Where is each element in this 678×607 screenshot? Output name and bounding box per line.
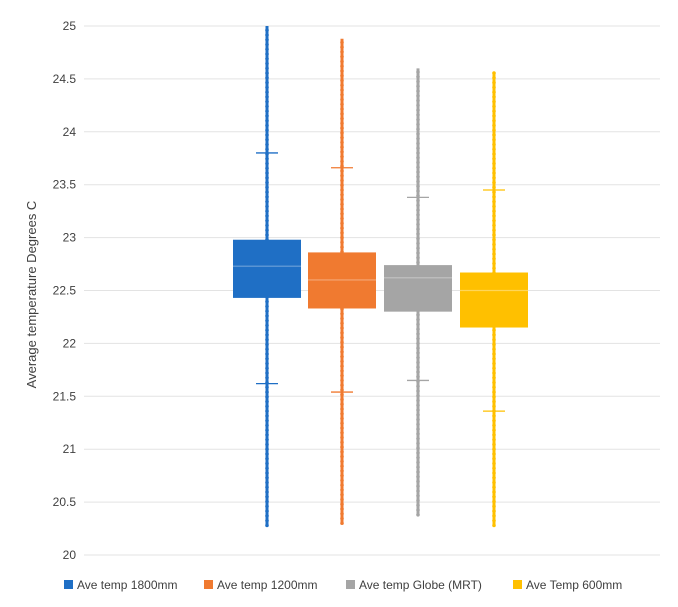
legend-label: Ave temp 1800mm bbox=[77, 578, 178, 592]
y-tick-label: 21.5 bbox=[53, 389, 77, 403]
y-tick-label: 21 bbox=[63, 442, 77, 456]
box-iqr bbox=[384, 265, 452, 312]
legend-swatch bbox=[346, 580, 355, 589]
y-tick-label: 24 bbox=[63, 125, 77, 139]
legend-item-3: Ave temp Globe (MRT) bbox=[346, 578, 482, 592]
legend-swatch bbox=[204, 580, 213, 589]
y-tick-label: 24.5 bbox=[53, 72, 77, 86]
y-tick-label: 20.5 bbox=[53, 495, 77, 509]
box-series bbox=[233, 26, 528, 528]
legend-swatch bbox=[513, 580, 522, 589]
legend-item-2: Ave temp 1200mm bbox=[204, 578, 318, 592]
legend-label: Ave Temp 600mm bbox=[526, 578, 622, 592]
legend-item-1: Ave temp 1800mm bbox=[64, 578, 178, 592]
y-tick-label: 22 bbox=[63, 336, 77, 350]
y-axis-label: Average temperature Degrees C bbox=[24, 201, 39, 389]
box-series-3 bbox=[384, 68, 452, 517]
box-iqr bbox=[460, 272, 528, 328]
box-iqr bbox=[233, 239, 301, 298]
box-series-2 bbox=[308, 38, 376, 526]
legend: Ave temp 1800mm Ave temp 1200mm Ave temp G… bbox=[64, 578, 622, 592]
y-tick-label: 20 bbox=[63, 548, 77, 562]
box-series-4 bbox=[460, 71, 528, 528]
legend-item-4: Ave Temp 600mm bbox=[513, 578, 622, 592]
legend-label: Ave temp Globe (MRT) bbox=[359, 578, 482, 592]
y-tick-label: 22.5 bbox=[53, 284, 77, 298]
legend-label: Ave temp 1200mm bbox=[217, 578, 318, 592]
y-tick-label: 25 bbox=[63, 19, 77, 33]
y-tick-label: 23.5 bbox=[53, 178, 77, 192]
box-iqr bbox=[308, 252, 376, 309]
box-series-1 bbox=[233, 26, 301, 528]
y-tick-label: 23 bbox=[63, 231, 77, 245]
legend-swatch bbox=[64, 580, 73, 589]
y-axis-tick-labels: 20 20.5 21 21.5 22 22.5 23 23.5 24 24.5 25 bbox=[53, 19, 77, 562]
